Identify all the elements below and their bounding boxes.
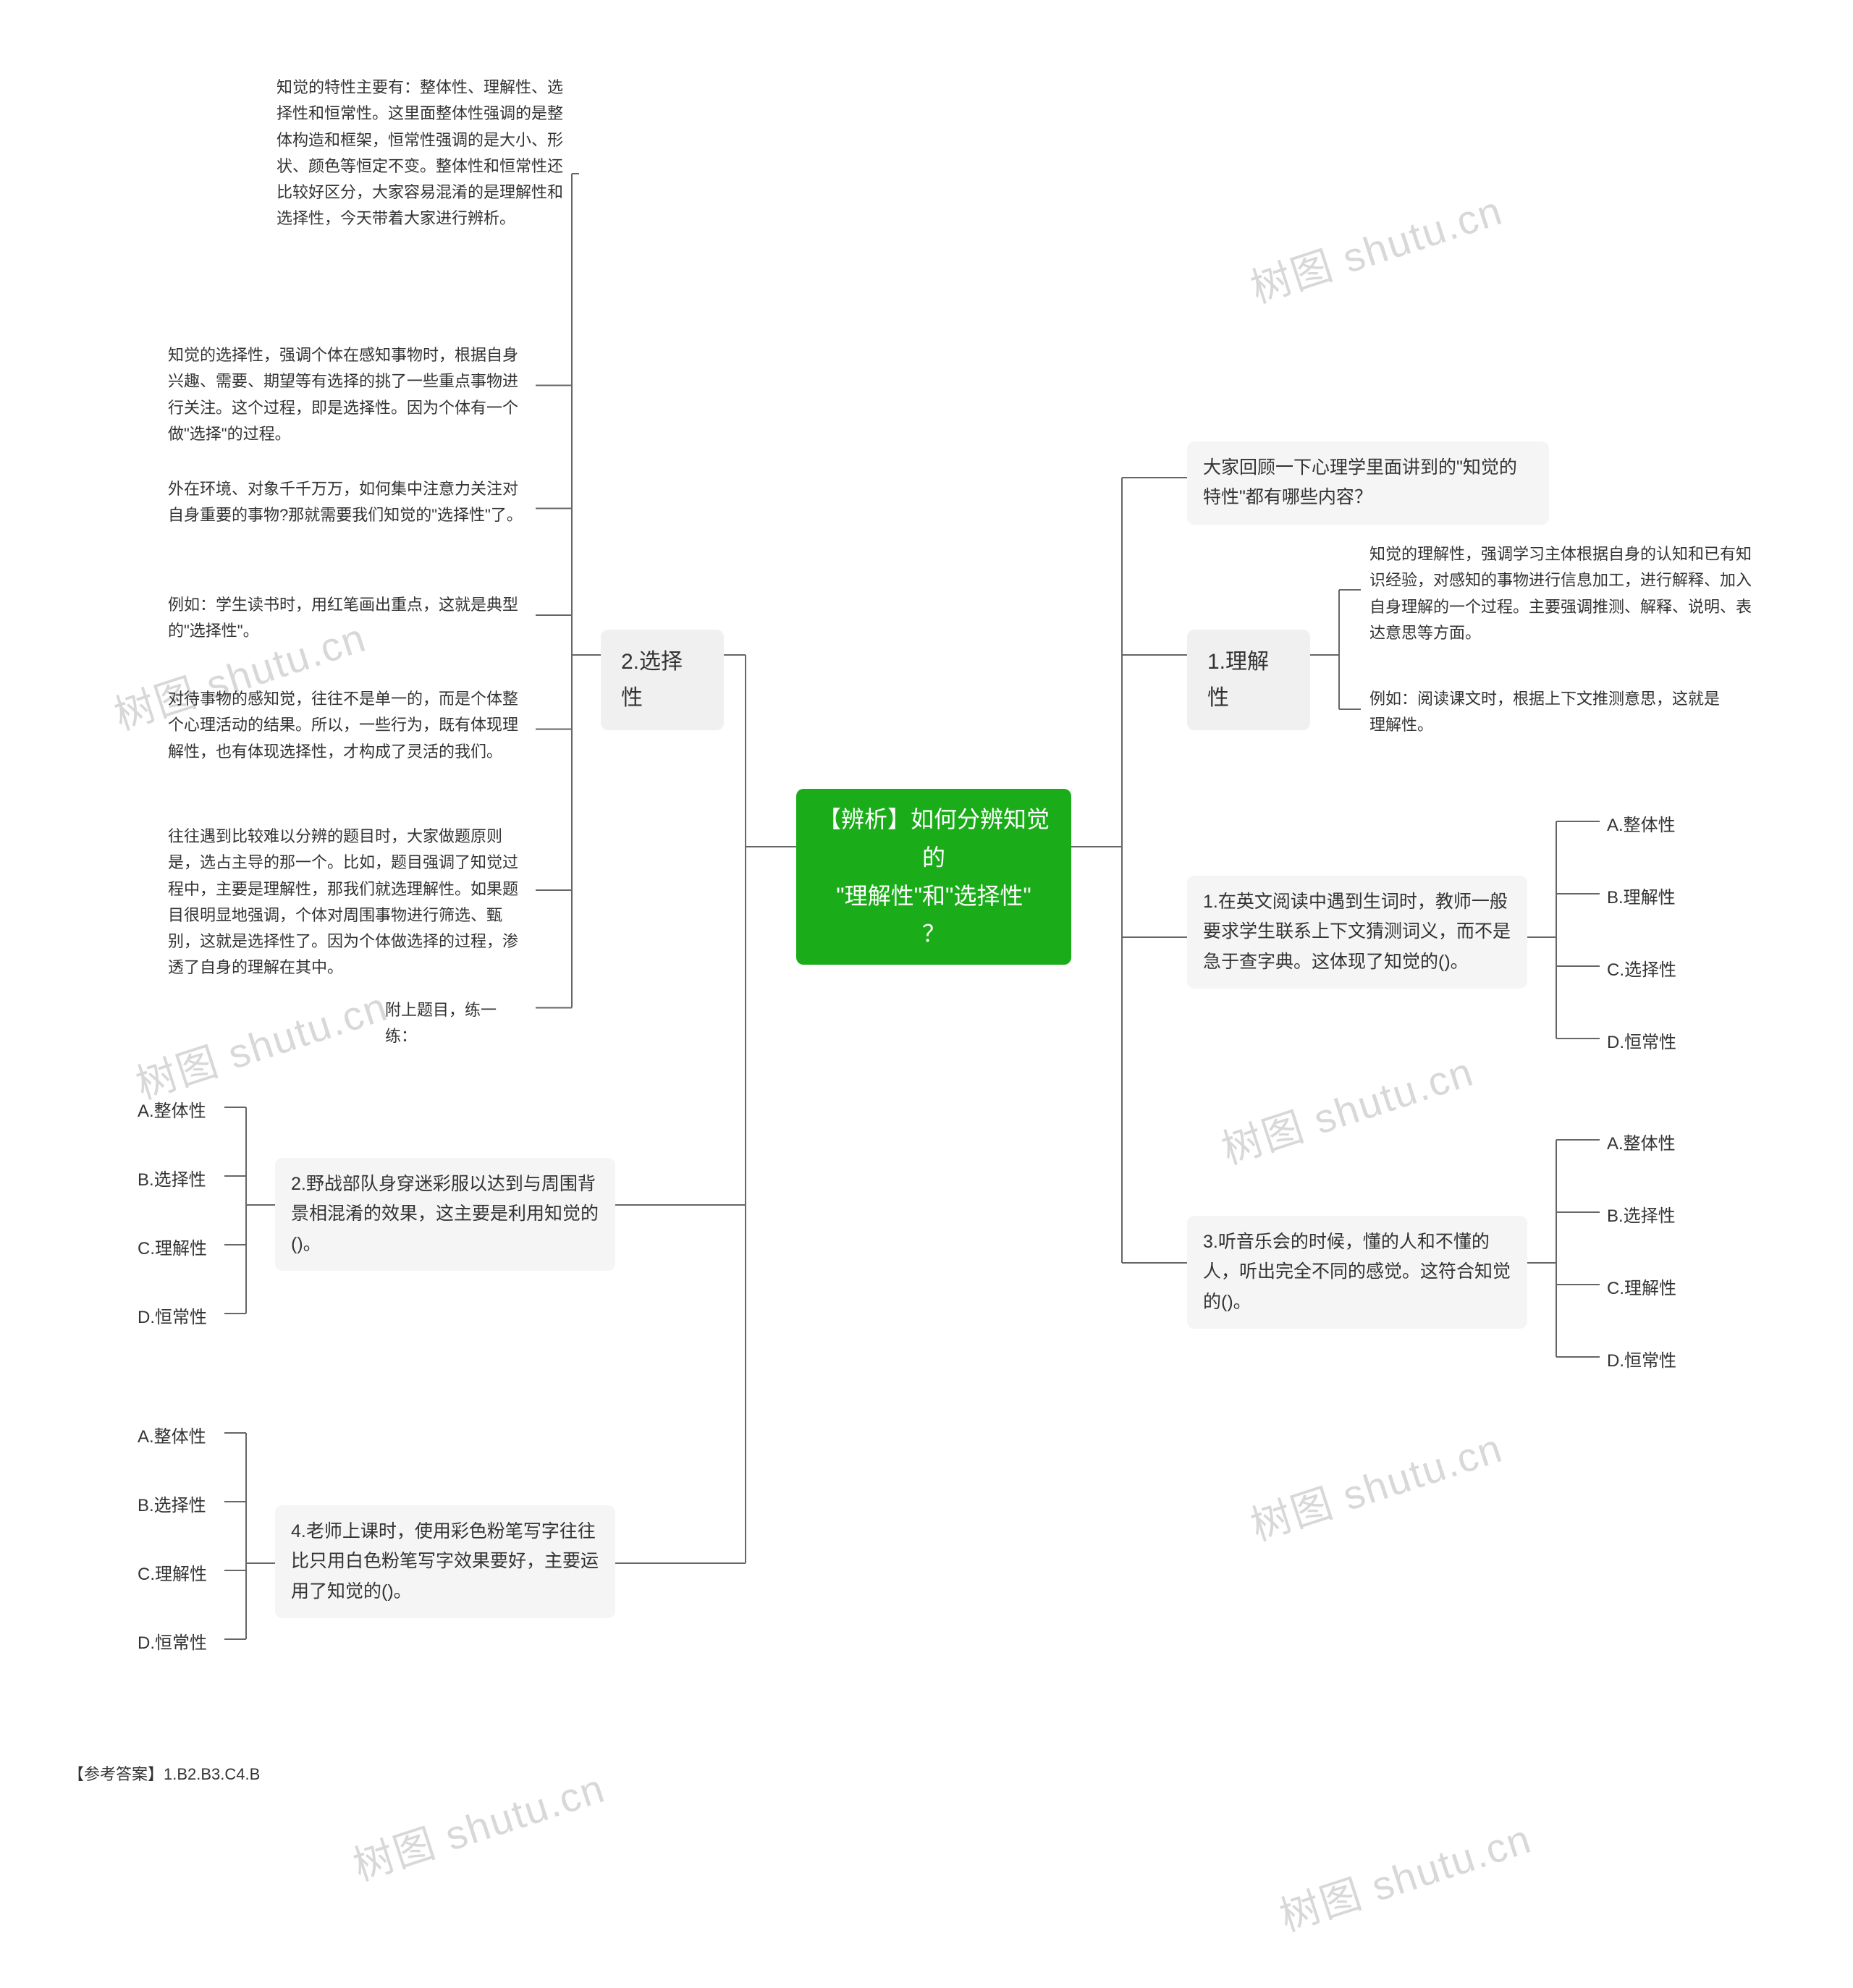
- watermark: 树图 shutu.cn: [1271, 1806, 1538, 1943]
- node-lQ4D: D.恒常性: [130, 1625, 224, 1662]
- node-rIntro: 大家回顾一下心理学里面讲到的"知觉的特性"都有哪些内容？: [1187, 441, 1549, 525]
- node-rQ3: 3.听音乐会的时候，懂的人和不懂的人，听出完全不同的感觉。这符合知觉的()。: [1187, 1216, 1527, 1329]
- node-rQ3A: A.整体性: [1600, 1125, 1694, 1163]
- node-rQ1D: D.恒常性: [1600, 1024, 1694, 1062]
- connector-line: [0, 0, 1853, 1988]
- node-lQ2: 2.野战部队身穿迷彩服以达到与周围背景相混淆的效果，这主要是利用知觉的()。: [275, 1158, 615, 1271]
- watermark: 树图 shutu.cn: [345, 1756, 612, 1892]
- node-lQ4A: A.整体性: [130, 1418, 224, 1456]
- node-rQ3B: B.选择性: [1600, 1198, 1694, 1235]
- node-r1: 1.理解性: [1187, 630, 1310, 730]
- connector-line: [0, 0, 1853, 1988]
- node-l2d: 例如：学生读书时，用红笔画出重点，这就是典型的"选择性"。: [159, 586, 536, 651]
- node-l2c: 外在环境、对象千千万万，如何集中注意力关注对自身重要的事物?那就需要我们知觉的"…: [159, 470, 536, 535]
- node-r1a: 知觉的理解性，强调学习主体根据自身的认知和已有知识经验，对感知的事物进行信息加工…: [1361, 536, 1766, 652]
- node-r1b: 例如：阅读课文时，根据上下文推测意思，这就是理解性。: [1361, 680, 1737, 745]
- node-l2g: 附上题目，练一练：: [376, 991, 536, 1056]
- connector-line: [0, 0, 1853, 1988]
- root-node: 【辨析】如何分辨知觉的 "理解性"和"选择性" ？: [796, 789, 1071, 965]
- connector-line: [0, 0, 1853, 1988]
- node-rQ3C: C.理解性: [1600, 1270, 1694, 1308]
- node-rQ1: 1.在英文阅读中遇到生词时，教师一般要求学生联系上下文猜测词义，而不是急于查字典…: [1187, 876, 1527, 989]
- watermark: 树图 shutu.cn: [1242, 1416, 1509, 1552]
- watermark: 树图 shutu.cn: [127, 974, 394, 1111]
- connector-line: [0, 0, 1853, 1988]
- watermark: 树图 shutu.cn: [1213, 1039, 1480, 1176]
- node-l2: 2.选择性: [601, 630, 724, 730]
- answer-key: 【参考答案】1.B2.B3.C4.B: [65, 1759, 297, 1790]
- node-lQ4C: C.理解性: [130, 1556, 224, 1594]
- node-rQ1C: C.选择性: [1600, 952, 1694, 989]
- node-rQ1A: A.整体性: [1600, 807, 1694, 845]
- node-l2f: 往往遇到比较难以分辨的题目时，大家做题原则是，选占主导的那一个。比如，题目强调了…: [159, 818, 536, 987]
- node-lQ4B: B.选择性: [130, 1487, 224, 1525]
- node-l2a: 知觉的特性主要有：整体性、理解性、选择性和恒常性。这里面整体性强调的是整体构造和…: [268, 69, 579, 238]
- node-lQ2C: C.理解性: [130, 1230, 224, 1268]
- watermark: 树图 shutu.cn: [1242, 178, 1509, 315]
- node-lQ2A: A.整体性: [130, 1093, 224, 1130]
- node-rQ1B: B.理解性: [1600, 879, 1694, 917]
- node-lQ2D: D.恒常性: [130, 1299, 224, 1337]
- connector-line: [0, 0, 1853, 1988]
- node-l2e: 对待事物的感知觉，往往不是单一的，而是个体整个心理活动的结果。所以，一些行为，既…: [159, 680, 536, 771]
- connector-line: [0, 0, 1853, 1988]
- node-lQ2B: B.选择性: [130, 1162, 224, 1199]
- connector-line: [0, 0, 1853, 1988]
- node-l2b: 知觉的选择性，强调个体在感知事物时，根据自身兴趣、需要、期望等有选择的挑了一些重…: [159, 337, 536, 453]
- node-lQ4: 4.老师上课时，使用彩色粉笔写字往往比只用白色粉笔写字效果要好，主要运用了知觉的…: [275, 1505, 615, 1618]
- node-rQ3D: D.恒常性: [1600, 1342, 1694, 1380]
